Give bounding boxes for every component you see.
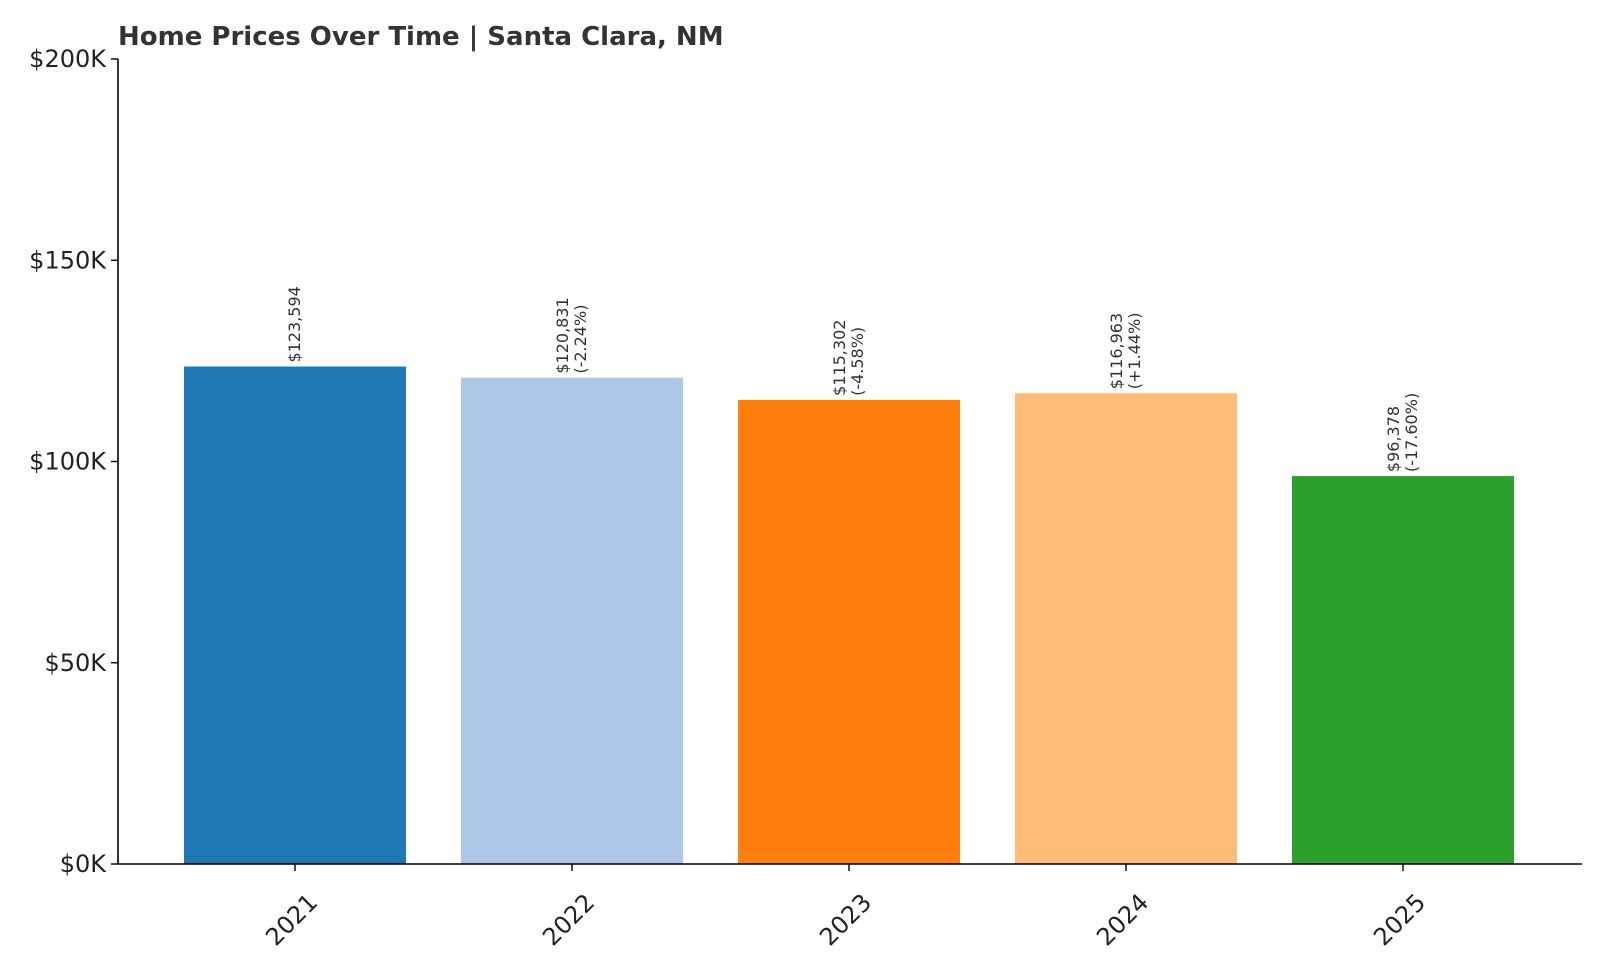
bar (1015, 393, 1237, 864)
change-label: (-4.58%) (848, 327, 867, 396)
bar (1292, 476, 1514, 864)
change-label: (-17.60%) (1402, 393, 1421, 472)
bar (738, 399, 960, 864)
value-label: $96,378 (1384, 406, 1403, 472)
value-label: $120,831 (553, 297, 572, 373)
value-label: $116,963 (1107, 313, 1126, 389)
change-label: (-2.24%) (571, 305, 590, 374)
y-tick-label: $200K (29, 45, 107, 73)
bar (184, 366, 406, 864)
x-tick-label: 2023 (814, 888, 877, 951)
y-axis: $0K $50K $100K $150K $200K (29, 45, 119, 878)
y-tick-label: $50K (44, 649, 107, 677)
x-axis: 2021 2022 2023 2024 2025 (118, 863, 1582, 951)
chart-title: Home Prices Over Time | Santa Clara, NM (118, 22, 724, 52)
y-tick-label: $150K (29, 246, 107, 274)
bar-labels-group: $123,594 $120,831 (-2.24%) $115,302 (-4.58%)… (285, 286, 1421, 472)
bars-group (184, 366, 1514, 864)
x-tick-label: 2025 (1368, 888, 1431, 951)
bar (461, 377, 683, 864)
value-label: $123,594 (285, 286, 304, 362)
x-tick-label: 2024 (1091, 888, 1154, 951)
y-tick-label: $0K (60, 850, 108, 878)
x-tick-label: 2022 (537, 888, 600, 951)
x-tick-label: 2021 (260, 888, 323, 951)
value-label: $115,302 (830, 320, 849, 396)
change-label: (+1.44%) (1125, 313, 1144, 390)
y-tick-label: $100K (29, 448, 107, 476)
